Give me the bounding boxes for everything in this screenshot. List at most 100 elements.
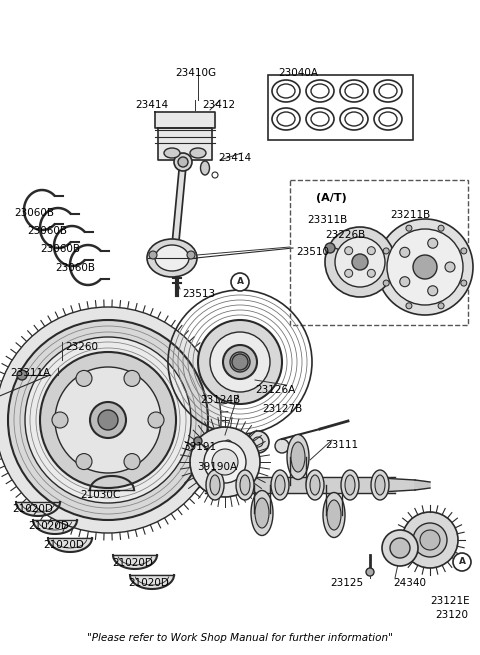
Ellipse shape	[210, 475, 220, 495]
Ellipse shape	[178, 157, 188, 167]
Ellipse shape	[371, 470, 389, 500]
Ellipse shape	[147, 239, 197, 277]
Text: 23410G: 23410G	[175, 68, 216, 78]
Polygon shape	[16, 502, 60, 516]
Ellipse shape	[271, 470, 289, 500]
Circle shape	[223, 345, 257, 379]
Ellipse shape	[375, 475, 385, 495]
Circle shape	[8, 320, 208, 520]
Ellipse shape	[275, 475, 285, 495]
Text: 23111: 23111	[325, 440, 358, 450]
Text: 21020D: 21020D	[43, 540, 84, 550]
Circle shape	[461, 280, 467, 286]
Text: 23121E: 23121E	[430, 596, 469, 606]
Ellipse shape	[217, 432, 239, 477]
Ellipse shape	[323, 493, 345, 538]
Bar	[290, 180, 468, 325]
Circle shape	[76, 453, 92, 470]
Ellipse shape	[287, 434, 309, 479]
Text: 21020D: 21020D	[128, 578, 169, 588]
Polygon shape	[90, 476, 134, 490]
Ellipse shape	[341, 470, 359, 500]
Circle shape	[0, 307, 221, 533]
Circle shape	[204, 441, 246, 483]
Circle shape	[98, 410, 118, 430]
Circle shape	[367, 269, 375, 277]
Circle shape	[345, 269, 353, 277]
Text: 23125: 23125	[330, 578, 363, 588]
Text: 23412: 23412	[202, 100, 235, 110]
Circle shape	[420, 530, 440, 550]
Text: 23124B: 23124B	[200, 395, 240, 405]
Text: 21020D: 21020D	[28, 521, 69, 531]
Text: 23311B: 23311B	[307, 215, 347, 225]
Ellipse shape	[255, 498, 269, 528]
Circle shape	[230, 352, 250, 372]
Circle shape	[453, 553, 471, 571]
Circle shape	[461, 248, 467, 254]
Ellipse shape	[240, 475, 250, 495]
Circle shape	[383, 248, 389, 254]
Ellipse shape	[251, 491, 273, 536]
Circle shape	[325, 227, 395, 297]
Circle shape	[40, 352, 176, 488]
Ellipse shape	[164, 148, 180, 158]
Circle shape	[406, 303, 412, 309]
Circle shape	[377, 219, 473, 315]
Circle shape	[428, 286, 438, 296]
Text: 23260: 23260	[65, 342, 98, 352]
Circle shape	[382, 530, 418, 566]
Ellipse shape	[206, 470, 224, 500]
Text: 23120: 23120	[435, 610, 468, 620]
Circle shape	[275, 439, 289, 453]
Ellipse shape	[190, 148, 206, 158]
Circle shape	[25, 337, 191, 503]
Circle shape	[413, 523, 447, 557]
Text: 39190A: 39190A	[197, 462, 237, 472]
Text: 23414: 23414	[135, 100, 168, 110]
Text: A: A	[237, 278, 243, 286]
Polygon shape	[415, 480, 430, 490]
Text: 24340: 24340	[393, 578, 426, 588]
Circle shape	[124, 371, 140, 386]
Circle shape	[366, 568, 374, 576]
Circle shape	[438, 303, 444, 309]
Circle shape	[194, 437, 202, 445]
Text: 23211B: 23211B	[390, 210, 430, 220]
Polygon shape	[380, 478, 415, 492]
Circle shape	[400, 276, 410, 287]
Circle shape	[413, 255, 437, 279]
Ellipse shape	[221, 440, 235, 470]
Polygon shape	[158, 128, 212, 160]
Text: 21020D: 21020D	[112, 558, 153, 568]
Ellipse shape	[187, 251, 195, 259]
Text: 21030C: 21030C	[80, 490, 120, 500]
Text: 23060B: 23060B	[14, 208, 54, 218]
Ellipse shape	[291, 442, 305, 472]
Circle shape	[17, 370, 27, 380]
Text: 39191: 39191	[183, 442, 216, 452]
Circle shape	[428, 238, 438, 248]
Circle shape	[406, 225, 412, 231]
Circle shape	[212, 449, 238, 475]
Text: A: A	[458, 557, 466, 567]
Text: "Please refer to Work Shop Manual for further information": "Please refer to Work Shop Manual for fu…	[87, 633, 393, 643]
Text: 23311A: 23311A	[10, 368, 50, 378]
Circle shape	[247, 431, 269, 453]
Text: 23513: 23513	[182, 289, 215, 299]
Text: 23414: 23414	[218, 153, 251, 163]
Circle shape	[52, 412, 68, 428]
Circle shape	[352, 254, 368, 270]
Text: 23226B: 23226B	[325, 230, 365, 240]
Ellipse shape	[149, 251, 157, 259]
Circle shape	[402, 512, 458, 568]
Circle shape	[445, 262, 455, 272]
Circle shape	[148, 412, 164, 428]
Circle shape	[325, 243, 335, 253]
Polygon shape	[130, 575, 174, 589]
Circle shape	[76, 371, 92, 386]
Circle shape	[383, 280, 389, 286]
Ellipse shape	[310, 475, 320, 495]
Ellipse shape	[155, 245, 189, 271]
Circle shape	[345, 247, 353, 255]
